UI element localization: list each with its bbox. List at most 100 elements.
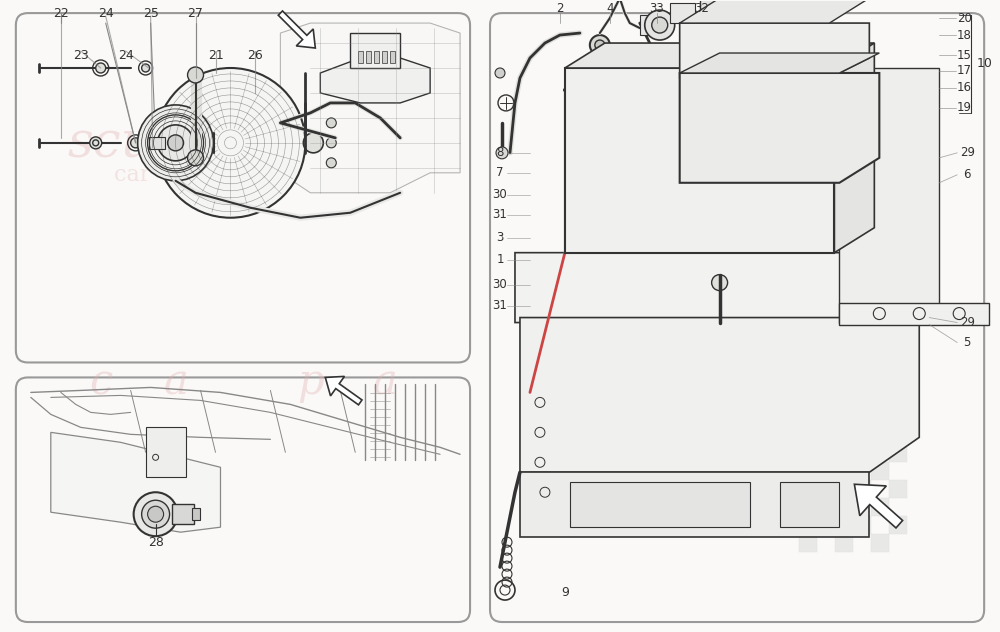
Circle shape: [652, 17, 668, 33]
Bar: [799, 95, 827, 115]
Circle shape: [303, 133, 323, 153]
Bar: [764, 151, 791, 171]
Text: scuderia: scuderia: [594, 389, 805, 436]
Bar: [871, 498, 889, 516]
Bar: [350, 33, 400, 68]
Circle shape: [326, 158, 336, 168]
Bar: [570, 482, 750, 527]
Circle shape: [852, 136, 866, 150]
Text: 27: 27: [188, 6, 203, 20]
Bar: [799, 123, 827, 143]
Circle shape: [705, 60, 715, 70]
Polygon shape: [515, 253, 929, 322]
Circle shape: [712, 275, 728, 291]
Bar: [366, 51, 371, 63]
Bar: [835, 534, 853, 552]
Text: 26: 26: [248, 49, 263, 61]
Text: 30: 30: [493, 188, 507, 201]
Circle shape: [156, 68, 305, 218]
Circle shape: [90, 137, 102, 149]
Circle shape: [590, 35, 610, 55]
Bar: [358, 51, 363, 63]
Bar: [799, 462, 817, 480]
Circle shape: [682, 33, 698, 49]
Text: 25: 25: [143, 6, 159, 20]
FancyBboxPatch shape: [16, 13, 470, 363]
Bar: [764, 95, 791, 115]
Circle shape: [188, 67, 204, 83]
Bar: [640, 15, 670, 35]
Polygon shape: [680, 73, 879, 183]
Polygon shape: [680, 0, 869, 23]
Text: 30: 30: [493, 278, 507, 291]
Bar: [149, 137, 165, 149]
Polygon shape: [520, 472, 869, 537]
Text: 18: 18: [957, 28, 972, 42]
Polygon shape: [854, 484, 903, 528]
Text: 31: 31: [493, 208, 507, 221]
Text: c: c: [89, 362, 112, 403]
Text: 6: 6: [963, 168, 971, 181]
Text: 20: 20: [957, 11, 972, 25]
Circle shape: [765, 60, 775, 70]
Circle shape: [326, 118, 336, 128]
Polygon shape: [565, 68, 834, 253]
Polygon shape: [680, 53, 879, 73]
Polygon shape: [834, 43, 874, 253]
Bar: [799, 151, 827, 171]
Text: 29: 29: [960, 147, 975, 159]
Circle shape: [142, 501, 170, 528]
Bar: [853, 444, 871, 462]
Bar: [780, 482, 839, 527]
Text: p: p: [297, 362, 324, 403]
Bar: [889, 444, 907, 462]
Bar: [692, 151, 720, 171]
Polygon shape: [278, 11, 315, 48]
Text: 33: 33: [649, 2, 664, 15]
Text: car    parts: car parts: [638, 431, 761, 453]
Bar: [799, 498, 817, 516]
Polygon shape: [839, 303, 989, 325]
Bar: [146, 427, 186, 477]
Circle shape: [188, 150, 204, 166]
Bar: [692, 123, 720, 143]
Bar: [817, 516, 835, 534]
Circle shape: [158, 125, 194, 161]
FancyBboxPatch shape: [16, 377, 470, 622]
Bar: [871, 462, 889, 480]
Circle shape: [142, 64, 150, 72]
Bar: [728, 95, 756, 115]
Text: scuderia: scuderia: [67, 118, 284, 167]
Circle shape: [153, 140, 159, 146]
Bar: [835, 498, 853, 516]
Bar: [764, 123, 791, 143]
Circle shape: [854, 163, 864, 173]
Bar: [374, 51, 379, 63]
Text: 28: 28: [148, 536, 164, 549]
Bar: [889, 516, 907, 534]
Bar: [692, 95, 720, 115]
FancyBboxPatch shape: [490, 13, 984, 622]
Bar: [670, 3, 695, 23]
Text: 7: 7: [496, 166, 504, 179]
Bar: [390, 51, 395, 63]
Text: 24: 24: [118, 49, 134, 61]
Text: 2: 2: [556, 2, 564, 15]
Text: 19: 19: [957, 101, 972, 114]
Bar: [835, 462, 853, 480]
Text: 17: 17: [957, 64, 972, 78]
Polygon shape: [520, 317, 919, 472]
Bar: [728, 151, 756, 171]
Polygon shape: [680, 23, 869, 78]
Text: 24: 24: [98, 6, 114, 20]
Circle shape: [645, 10, 675, 40]
Circle shape: [168, 135, 184, 151]
Circle shape: [148, 506, 164, 522]
Circle shape: [595, 40, 605, 50]
Bar: [172, 504, 194, 524]
Bar: [700, 0, 735, 23]
Circle shape: [495, 68, 505, 78]
Bar: [817, 480, 835, 498]
Text: a: a: [163, 362, 188, 403]
Bar: [853, 516, 871, 534]
